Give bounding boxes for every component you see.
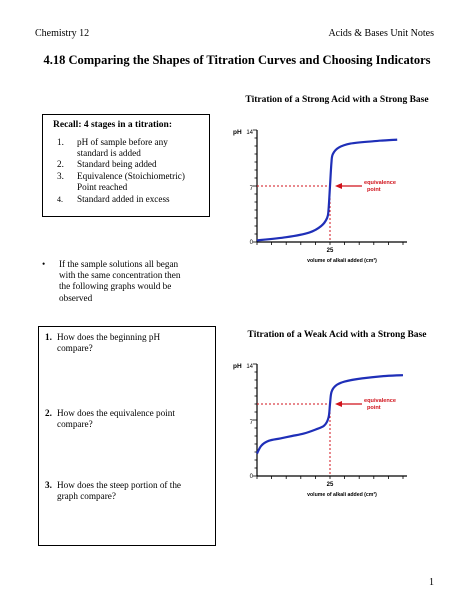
chart2-ylabel: pH	[233, 363, 242, 370]
chart1-ylabel: pH	[233, 129, 242, 136]
page-title: 4.18 Comparing the Shapes of Titration C…	[43, 53, 431, 67]
recall-item: 1. pH of sample before any standard is ad…	[57, 137, 168, 159]
chart1-annotation: equivalence point	[364, 180, 396, 193]
chart1-xtick-25: 25	[327, 248, 334, 254]
chart-strong-acid: pH 14 7 0 equivalence point 25 volume of …	[233, 129, 407, 264]
recall-heading: Recall: 4 stages in a titration:	[53, 120, 172, 130]
chart2-arrow-head	[335, 401, 342, 407]
chart2-xlabel: volume of alkali added (cm³)	[307, 492, 377, 498]
recall-item: 4. Standard added in excess	[57, 194, 170, 205]
chart2-ytick-0: 0	[250, 474, 254, 480]
recall-item: 2. Standard being added	[57, 159, 157, 170]
chart-weak-acid: pH 14 7 0 equivalence point 25 volume of …	[233, 363, 407, 498]
bullet-text: If the sample solutions all began with t…	[59, 259, 181, 303]
chart1-arrow-head	[335, 183, 342, 189]
question-1: 1. How does the beginning pH compare?	[45, 332, 161, 354]
recall-box: Recall: 4 stages in a titration: 1. pH of…	[42, 114, 210, 217]
chart1-ytick-0: 0	[250, 240, 254, 246]
chart1-ytick-7: 7	[250, 186, 254, 192]
chart-title-strong: Titration of a Strong Acid with a Strong…	[245, 95, 429, 105]
recall-list: 1. pH of sample before any standard is ad…	[57, 137, 197, 205]
chart1-xlabel: volume of alkali added (cm³)	[307, 258, 377, 264]
chart2-curve	[256, 374, 404, 455]
chart2-ytick-14: 14	[246, 364, 253, 370]
chart1-ytick-14: 14	[246, 130, 253, 136]
header-left: Chemistry 12	[35, 28, 90, 39]
page-number: 1	[429, 577, 434, 588]
chart2-ytick-7: 7	[250, 420, 254, 426]
chart1-curve	[256, 138, 398, 242]
chart2-axes	[253, 363, 407, 479]
chart2-xtick-25: 25	[327, 482, 334, 488]
chart2-annotation: equivalence point	[364, 398, 396, 411]
bullet-note: • If the sample solutions all began with…	[42, 259, 192, 304]
questions-box: 1. How does the beginning pH compare? 2. H…	[38, 326, 216, 546]
header-right: Acids & Bases Unit Notes	[328, 28, 434, 39]
question-3: 3. How does the steep portion of the grap…	[45, 480, 182, 502]
chart-title-weak: Titration of a Weak Acid with a Strong B…	[247, 330, 427, 340]
recall-item: 3. Equivalence (Stoichiometric) Point rea…	[57, 170, 185, 192]
question-2: 2. How does the equivalence point compare…	[45, 408, 175, 430]
bullet-symbol: •	[42, 259, 46, 269]
